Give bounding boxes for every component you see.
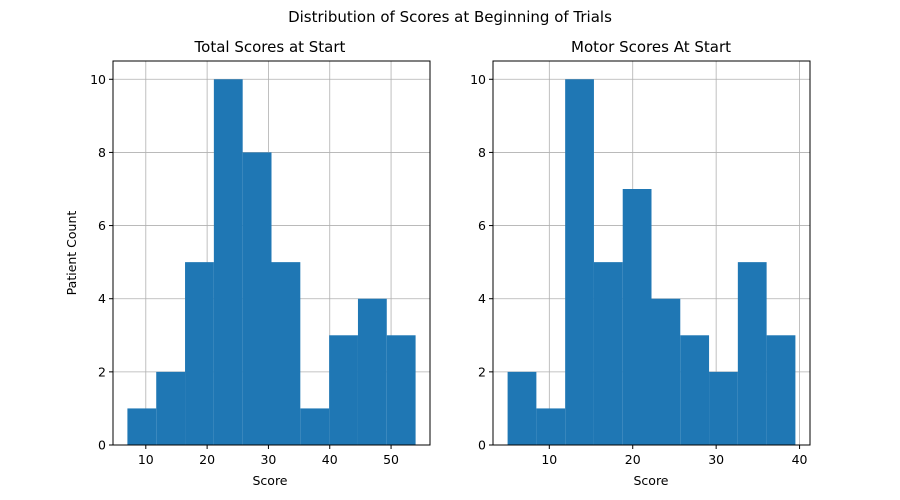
total-scores-xtick-label: 40 (322, 452, 338, 467)
total-scores-ytick-label: 0 (98, 438, 106, 453)
total-scores-ytick-label: 4 (98, 291, 106, 306)
motor-scores-bar-6 (680, 335, 710, 445)
total-scores-xtick-label: 20 (199, 452, 215, 467)
motor-scores-bar-3 (593, 262, 623, 445)
motor-scores-bar-7 (709, 371, 738, 445)
total-scores-bar-4 (242, 152, 272, 445)
total-scores-bar-6 (300, 408, 330, 445)
total-scores-bar-3 (213, 79, 243, 446)
total-scores-ytick-label: 10 (90, 72, 106, 87)
total-scores-xtick-label: 30 (260, 452, 276, 467)
total-scores-ytick-label: 6 (98, 218, 106, 233)
motor-scores-bar-9 (766, 335, 796, 445)
motor-scores-panel: Motor Scores At Start Score 10 20 30 40 0 2 4 6… (470, 38, 811, 488)
total-scores-panel: Total Scores at Start Score Patient Coun… (64, 38, 431, 488)
total-scores-xlabel: Score (252, 473, 287, 488)
total-scores-bar-1 (156, 371, 186, 445)
total-scores-ytick-label: 8 (98, 145, 106, 160)
motor-scores-bar-8 (737, 262, 767, 445)
motor-scores-ytick-label: 10 (470, 72, 486, 87)
motor-scores-bar-1 (536, 408, 566, 445)
total-scores-bar-2 (185, 262, 214, 445)
total-scores-bar-5 (271, 262, 301, 445)
total-scores-xtick-label: 10 (138, 452, 154, 467)
total-scores-ylabel: Patient Count (64, 211, 79, 296)
motor-scores-xlabel: Score (633, 473, 668, 488)
motor-scores-xtick-label: 40 (792, 452, 808, 467)
motor-scores-bar-0 (507, 371, 537, 445)
motor-scores-xtick-label: 30 (708, 452, 724, 467)
total-scores-ytick-label: 2 (98, 364, 106, 379)
total-scores-title: Total Scores at Start (194, 38, 346, 56)
total-scores-frame (112, 60, 431, 446)
total-scores-bar-9 (386, 335, 416, 445)
motor-scores-xtick-label: 20 (625, 452, 641, 467)
motor-scores-title: Motor Scores At Start (571, 38, 731, 56)
motor-scores-ytick-label: 2 (478, 364, 486, 379)
motor-scores-ytick-label: 4 (478, 291, 486, 306)
motor-scores-ytick-label: 0 (478, 438, 486, 453)
motor-scores-bar-5 (651, 298, 681, 445)
motor-scores-bar-4 (622, 189, 652, 445)
total-scores-xtick-label: 50 (383, 452, 399, 467)
total-scores-bar-7 (329, 335, 358, 445)
motor-scores-ytick-label: 6 (478, 218, 486, 233)
total-scores-bar-8 (357, 298, 387, 445)
motor-scores-bar-2 (565, 79, 594, 446)
figure-title: Distribution of Scores at Beginning of T… (288, 8, 612, 26)
total-scores-bar-0 (127, 408, 157, 445)
motor-scores-xtick-label: 10 (541, 452, 557, 467)
motor-scores-frame (492, 60, 811, 446)
motor-scores-ytick-label: 8 (478, 145, 486, 160)
